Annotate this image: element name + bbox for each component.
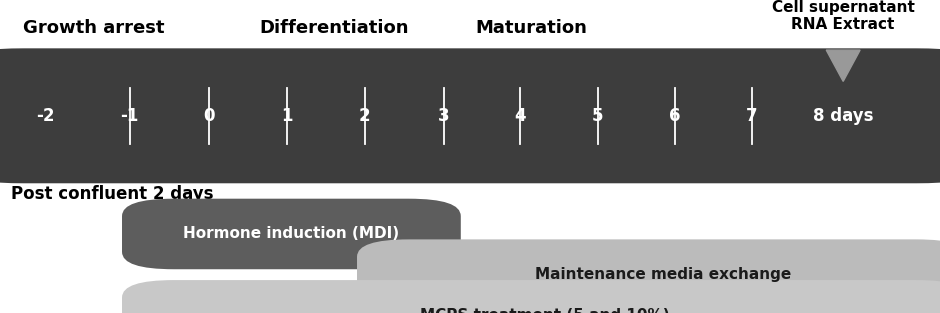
Text: 5: 5 [592,107,603,125]
Text: 0: 0 [203,107,214,125]
Text: Post confluent 2 days: Post confluent 2 days [11,185,213,203]
Text: Differentiation: Differentiation [258,19,409,37]
Text: Growth arrest: Growth arrest [24,19,164,37]
FancyBboxPatch shape [122,199,461,269]
FancyBboxPatch shape [357,239,940,310]
Text: Cell supernatant
RNA Extract: Cell supernatant RNA Extract [772,0,915,33]
Text: 6: 6 [669,107,681,125]
Text: Hormone induction (MDI): Hormone induction (MDI) [183,227,400,241]
Text: 7: 7 [746,107,758,125]
FancyBboxPatch shape [0,48,940,183]
Text: 8 days: 8 days [813,107,873,125]
Text: 4: 4 [514,107,525,125]
Text: 3: 3 [438,107,449,125]
Text: Maturation: Maturation [475,19,588,37]
Text: MCPS treatment (5 and 10%): MCPS treatment (5 and 10%) [420,308,670,313]
Text: 1: 1 [281,107,292,125]
Text: Maintenance media exchange: Maintenance media exchange [535,267,791,282]
Polygon shape [826,50,860,81]
Text: 2: 2 [359,107,370,125]
FancyBboxPatch shape [122,280,940,313]
Text: -2: -2 [36,107,55,125]
Text: -1: -1 [120,107,139,125]
